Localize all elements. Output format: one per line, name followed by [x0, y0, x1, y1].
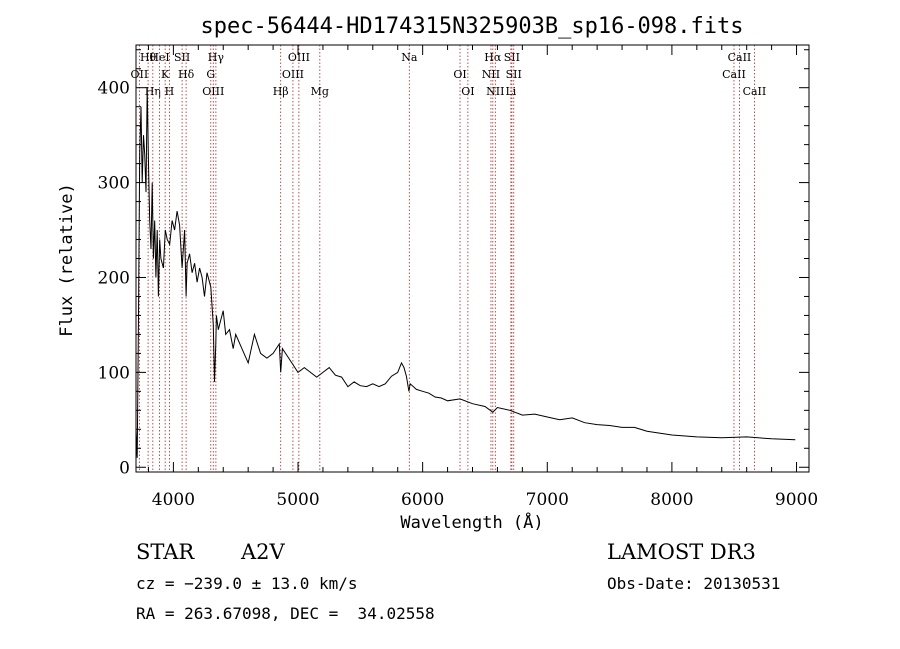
y-tick-label: 0	[119, 458, 130, 478]
line-marker-label: CaII	[728, 51, 752, 64]
line-marker-label: CaII	[722, 68, 746, 81]
x-tick-label: 6000	[401, 490, 444, 510]
line-marker-label: Hγ	[208, 51, 225, 64]
line-marker-label: SII	[506, 68, 522, 81]
line-marker-label: OI	[453, 68, 466, 81]
y-tick-label: 200	[98, 268, 130, 288]
line-marker-label: Mg	[311, 85, 329, 98]
line-marker-label: OIII	[282, 68, 304, 81]
line-marker-label: OIII	[202, 85, 224, 98]
line-marker-label: NII	[486, 85, 504, 98]
x-tick-label: 9000	[775, 490, 818, 510]
x-axis-label: Wavelength (Å)	[400, 511, 543, 533]
line-marker-label: G	[206, 68, 215, 81]
plot-frame	[135, 44, 810, 473]
spectrum-series-line	[135, 87, 796, 458]
survey-name: LAMOST DR3	[607, 540, 756, 564]
y-axis-label: Flux (relative)	[57, 183, 77, 337]
line-marker-label: OI	[461, 85, 474, 98]
x-tick-label: 7000	[526, 490, 569, 510]
line-marker-label: SII	[504, 51, 520, 64]
line-marker-label: Hδ	[178, 68, 195, 81]
line-marker-label: SII	[174, 51, 190, 64]
line-marker-label: K	[161, 68, 170, 81]
x-tick-label: 4000	[152, 490, 195, 510]
y-tick-label: 400	[98, 79, 130, 99]
line-marker-label: H	[165, 85, 175, 98]
line-marker-label: HeI	[149, 51, 169, 64]
axis-ticks: 4000 5000 6000 7000 8000 9000 0 100 200 300 400	[98, 45, 818, 510]
object-class: STAR	[136, 540, 195, 564]
x-tick-label: 8000	[650, 490, 693, 510]
line-marker-label: Hθ	[140, 51, 157, 64]
line-marker-label: Hα	[484, 51, 502, 64]
y-tick-label: 300	[98, 174, 130, 194]
x-tick-label: 5000	[276, 490, 319, 510]
line-marker-label: Hβ	[273, 85, 289, 98]
obs-date: Obs-Date: 20130531	[607, 574, 781, 593]
chart-title: spec-56444-HD174315N325903B_sp16-098.fit…	[200, 14, 743, 39]
line-marker-label: CaII	[743, 85, 767, 98]
line-markers: Hθ OII Hη HeI KH SII Hδ OIII Hγ G Hβ OIII OIII Mg Na OI…	[131, 45, 767, 472]
line-marker-label: NII	[482, 68, 500, 81]
y-tick-label: 100	[98, 363, 130, 383]
line-marker-label: OII	[131, 68, 149, 81]
line-marker-label: OIII	[288, 51, 310, 64]
redshift-cz: cz = −239.0 ± 13.0 km/s	[136, 574, 358, 593]
object-subclass: A2V	[241, 540, 285, 564]
ra-dec: RA = 263.67098, DEC = 34.02558	[136, 604, 435, 623]
line-marker-label: Li	[505, 85, 516, 98]
line-marker-label: Hη	[145, 85, 161, 98]
line-marker-label: Na	[401, 51, 418, 64]
